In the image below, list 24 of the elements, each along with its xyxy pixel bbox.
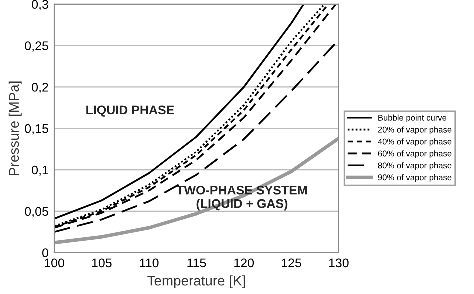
- x-tick-label: 120: [234, 258, 254, 268]
- x-tick-label: 115: [188, 258, 206, 268]
- y-tick-label: 0,2: [32, 83, 48, 94]
- legend-label: 90% of vapor phase: [378, 174, 452, 182]
- x-tick-label: 125: [282, 258, 302, 268]
- x-axis-title: Temperature [K]: [148, 276, 246, 289]
- y-tick-label: 0,05: [25, 207, 48, 218]
- x-tick-label: 100: [45, 258, 64, 268]
- x-tick-label: 130: [329, 258, 349, 268]
- annotation: LIQUID PHASE: [86, 106, 174, 117]
- y-tick-label: 0,15: [25, 124, 48, 135]
- y-tick-label: 0,3: [32, 0, 48, 11]
- legend-label: 20% of vapor phase: [378, 126, 452, 134]
- annotation: TWO-PHASE SYSTEM (LIQUID + GAS): [176, 186, 308, 211]
- y-tick-label: 0,25: [25, 42, 48, 52]
- legend-label: 80% of vapor phase: [378, 162, 452, 170]
- y-tick-label: 0,1: [32, 166, 48, 176]
- y-axis-title: Pressure [MPa]: [8, 82, 22, 176]
- legend-label: 60% of vapor phase: [378, 150, 452, 158]
- legend-label: Bubble point curve: [378, 114, 447, 123]
- x-tick-label: 110: [140, 258, 159, 268]
- x-tick-label: 105: [92, 258, 112, 268]
- y-tick-label: 0: [42, 248, 48, 258]
- legend-label: 40% of vapor phase: [378, 138, 452, 146]
